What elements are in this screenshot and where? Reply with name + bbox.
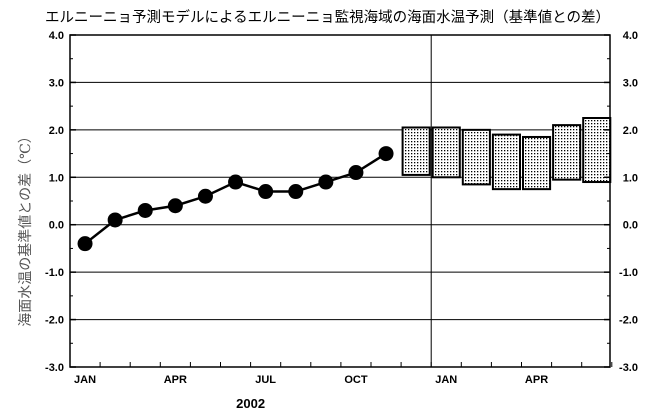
forecast-range-box [401,126,431,176]
y-tick-label-right: 4.0 [623,30,638,42]
observed-point [137,202,153,218]
observed-series [77,146,394,252]
x-tick-label: OCT [344,374,368,386]
y-tick-label-left: -2.0 [45,315,64,327]
observed-point [197,188,213,204]
forecast-range-box [522,135,552,191]
x-year-label: 2002 [236,396,265,411]
y-tick-label-right: 0.0 [623,220,638,232]
y-tick-label-left: 3.0 [49,77,64,89]
y-tick-label-left: -1.0 [45,267,64,279]
observed-point [228,174,244,190]
y-tick-label-right: 1.0 [623,172,638,184]
observed-point [318,174,334,190]
y-tick-label-right: 2.0 [623,125,638,137]
forecast-range-boxes [401,117,612,191]
axes [69,34,613,368]
forecast-range-box [491,133,521,191]
observed-point [348,165,364,181]
y-tick-label-right: 3.0 [623,77,638,89]
observed-point [107,212,123,228]
x-tick-label: APR [525,374,548,386]
x-tick-label: JUL [255,374,276,386]
y-tick-label-left: -3.0 [45,362,64,374]
gridlines [70,35,610,367]
observed-point [258,184,274,200]
y-tick-label-right: -2.0 [619,315,638,327]
forecast-range-box [552,124,582,181]
observed-point [77,236,93,252]
y-tick-label-left: 4.0 [49,30,64,42]
observed-line [84,152,387,245]
chart-title: エルニーニョ予測モデルによるエルニーニョ監視海域の海面水温予測（基準値との差） [45,10,610,26]
plot-frame [69,34,611,368]
observed-point [378,146,394,162]
y-tick-label-right: -3.0 [619,362,638,374]
observed-point [288,184,304,200]
x-tick-label: APR [164,374,187,386]
observed-point [167,198,183,214]
forecast-range-box [582,117,612,184]
y-tick-label-right: -1.0 [619,267,638,279]
forecast-range-box [431,126,461,179]
y-tick-label-left: 2.0 [49,125,64,137]
y-tick-label-left: 1.0 [49,172,64,184]
y-tick-label-left: 0.0 [49,220,64,232]
x-tick-label: JAN [74,374,96,386]
x-tick-label: JAN [435,374,457,386]
forecast-range-box [461,128,491,186]
tick-labels: 4.0 4.0 3.0 3.0 2.0 2.0 1.0 1.0 0.0 0.0 -1.0 -1.0 -2… [45,30,638,411]
